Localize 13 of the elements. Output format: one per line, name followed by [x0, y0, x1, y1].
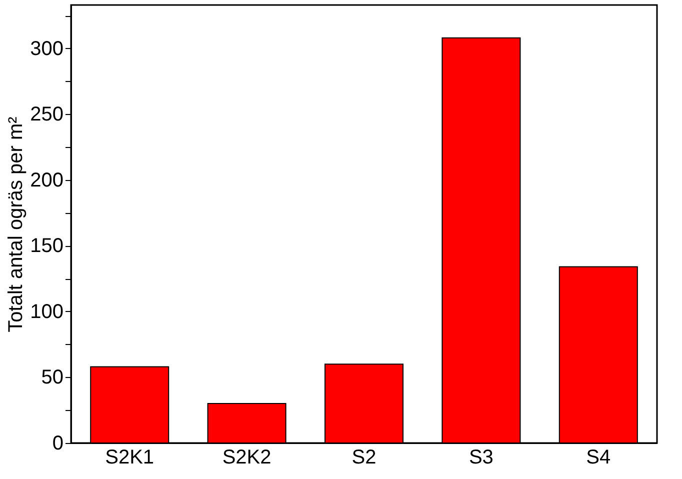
x-tick-label: S2K2	[222, 446, 272, 468]
x-tick-label: S2K1	[105, 446, 154, 468]
y-tick-label: 300	[30, 38, 64, 60]
y-axis-title: Totalt antal ogräs per m²	[5, 116, 28, 332]
y-tick-label: 50	[41, 366, 64, 389]
y-tick-label: 150	[30, 235, 64, 258]
x-tick-label: S2	[352, 446, 376, 468]
x-tick-label: S4	[586, 446, 611, 468]
y-tick-label: 0	[52, 432, 64, 454]
y-tick-label: 200	[30, 169, 64, 192]
y-tick-label: 100	[30, 300, 64, 323]
y-tick-label: 250	[30, 104, 64, 126]
x-tick-label: S3	[468, 446, 494, 468]
